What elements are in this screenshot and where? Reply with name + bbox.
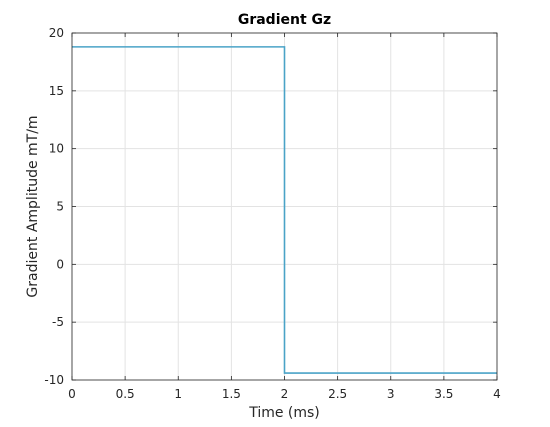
x-axis-label: Time (ms)	[248, 405, 320, 421]
x-tick-label: 0	[68, 387, 76, 401]
series-layer	[72, 46, 497, 374]
x-tick-label: 1	[174, 387, 182, 401]
y-tick-label: 5	[56, 200, 64, 214]
y-tick-label: 15	[49, 84, 64, 98]
chart-title: Gradient Gz	[238, 12, 331, 28]
y-axis-label: Gradient Amplitude mT/m	[25, 115, 41, 297]
x-tick-label: 2.5	[328, 387, 347, 401]
x-tick-label: 3.5	[434, 387, 453, 401]
y-tick-label: 0	[56, 257, 64, 271]
y-tick-label: -10	[44, 373, 64, 387]
x-tick-label: 0.5	[116, 387, 135, 401]
x-tick-label: 1.5	[222, 387, 241, 401]
x-tick-label: 4	[493, 387, 501, 401]
x-tick-label: 2	[281, 387, 289, 401]
series-line-0	[72, 46, 497, 374]
x-tick-label: 3	[387, 387, 395, 401]
y-tick-label: -5	[52, 315, 64, 329]
y-tick-label: 20	[49, 26, 64, 40]
y-tick-label: 10	[49, 142, 64, 156]
ticks-layer: 0 0.5 1 1.5 2 2.5 3 3.5 4 -10 -5 0 5 10 15 20	[44, 26, 500, 401]
